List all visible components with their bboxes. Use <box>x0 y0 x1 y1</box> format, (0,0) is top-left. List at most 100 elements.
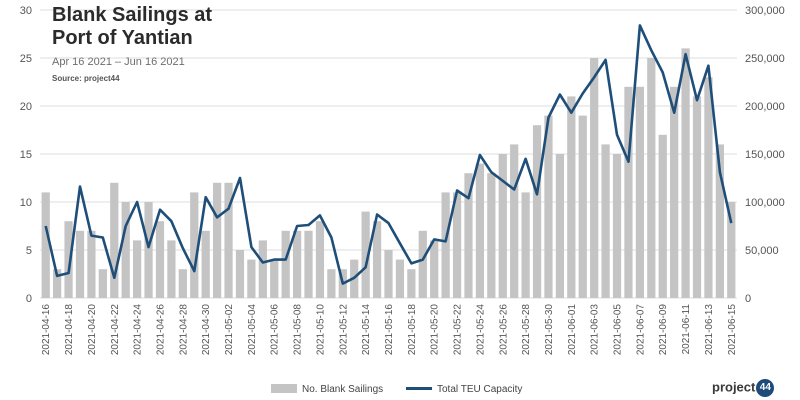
x-tick-label: 2021-04-30 <box>201 304 212 356</box>
x-tick-label: 2021-06-15 <box>727 304 738 356</box>
bar <box>327 269 336 298</box>
x-tick-label: 2021-05-28 <box>521 304 532 356</box>
bar <box>372 221 382 298</box>
x-tick-label: 2021-05-02 <box>224 304 235 356</box>
chart-subtitle: Apr 16 2021 – Jun 16 2021 <box>52 56 185 68</box>
bar <box>304 230 313 298</box>
y-left-tick-label: 15 <box>20 149 32 161</box>
bar <box>190 192 199 298</box>
bar <box>41 192 50 298</box>
x-tick-label: 2021-04-24 <box>133 304 144 356</box>
y-left-tick-label: 10 <box>20 197 32 209</box>
y-left-tick-label: 5 <box>26 245 32 257</box>
bar <box>133 240 142 298</box>
x-tick-label: 2021-05-04 <box>247 304 258 356</box>
bar <box>715 144 724 298</box>
x-tick-label: 2021-05-16 <box>384 304 395 356</box>
bar <box>87 230 96 298</box>
x-tick-label: 2021-05-24 <box>475 304 486 356</box>
bar <box>612 154 622 298</box>
bar <box>532 125 542 298</box>
bar <box>670 86 679 298</box>
x-tick-label: 2021-05-08 <box>293 304 304 356</box>
bar <box>384 250 393 298</box>
bar <box>681 48 690 299</box>
x-tick-label: 2021-04-26 <box>156 304 167 356</box>
bar <box>64 221 73 298</box>
logo-text: project <box>712 379 756 395</box>
bar <box>235 250 245 298</box>
bar <box>53 269 62 298</box>
x-tick-label: 2021-05-10 <box>315 304 326 356</box>
bar <box>281 230 290 298</box>
x-tick-label: 2021-06-11 <box>681 304 692 355</box>
x-tick-label: 2021-04-28 <box>178 304 189 356</box>
bar <box>395 259 405 298</box>
bar <box>201 230 210 298</box>
legend-label-blank-sailings: No. Blank Sailings <box>302 384 383 395</box>
chart-source: Source: project44 <box>52 74 120 83</box>
x-tick-label: 2021-04-16 <box>41 304 52 356</box>
x-tick-label: 2021-06-09 <box>658 304 669 356</box>
x-tick-label: 2021-05-26 <box>498 304 509 356</box>
y-left-tick-label: 25 <box>20 53 32 65</box>
y-left-tick-label: 20 <box>20 101 32 113</box>
bar <box>555 154 565 298</box>
bar <box>521 192 530 298</box>
bar <box>110 182 119 298</box>
bar <box>430 240 439 298</box>
y-right-tick-label: 300,000 <box>745 5 785 17</box>
bar <box>258 240 267 298</box>
bar <box>441 192 450 298</box>
y-right-tick-label: 100,000 <box>745 197 785 209</box>
bar <box>510 144 519 298</box>
bar <box>658 134 667 298</box>
x-tick-label: 2021-05-22 <box>453 304 464 356</box>
bar <box>601 144 610 298</box>
bar <box>475 163 485 298</box>
bar <box>692 96 702 299</box>
x-tick-label: 2021-04-22 <box>110 304 121 356</box>
title-block: Blank Sailings at Port of Yantian Apr 16… <box>52 4 212 83</box>
bar <box>155 221 165 298</box>
bar <box>544 115 553 298</box>
x-tick-label: 2021-06-03 <box>590 304 601 356</box>
bar <box>212 182 222 298</box>
x-tick-label: 2021-06-13 <box>704 304 715 356</box>
bar <box>647 58 656 298</box>
bar <box>704 77 713 298</box>
x-tick-label: 2021-05-06 <box>270 304 281 356</box>
bar <box>144 202 153 298</box>
bar <box>178 269 187 298</box>
bar <box>121 202 130 298</box>
y-right-tick-label: 50,000 <box>745 245 779 257</box>
bar <box>315 221 325 298</box>
bar <box>727 202 736 298</box>
y-right-tick-label: 200,000 <box>745 101 785 113</box>
legend-label-teu-capacity: Total TEU Capacity <box>437 384 522 395</box>
bar <box>452 192 462 298</box>
bar <box>270 259 279 298</box>
x-tick-label: 2021-04-20 <box>87 304 98 356</box>
y-left-tick-label: 0 <box>26 293 32 305</box>
bar <box>75 230 85 298</box>
bar <box>418 230 427 298</box>
legend-swatch-blank-sailings <box>271 384 297 393</box>
y-left-tick-label: 30 <box>20 5 32 17</box>
x-tick-label: 2021-04-18 <box>64 304 75 356</box>
bar <box>292 230 302 298</box>
y-right-tick-label: 250,000 <box>745 53 785 65</box>
x-tick-label: 2021-05-30 <box>544 304 555 356</box>
x-tick-label: 2021-06-01 <box>567 304 578 356</box>
logo-number: 44 <box>756 379 775 397</box>
bar <box>361 211 370 298</box>
bar <box>464 173 473 298</box>
x-tick-label: 2021-05-14 <box>361 304 372 356</box>
bar <box>590 58 599 298</box>
x-tick-label: 2021-06-07 <box>635 304 646 356</box>
y-right-tick-label: 0 <box>745 293 751 305</box>
bar <box>635 86 644 298</box>
chart-title: Blank Sailings at Port of Yantian <box>52 4 213 49</box>
bar <box>624 86 633 298</box>
